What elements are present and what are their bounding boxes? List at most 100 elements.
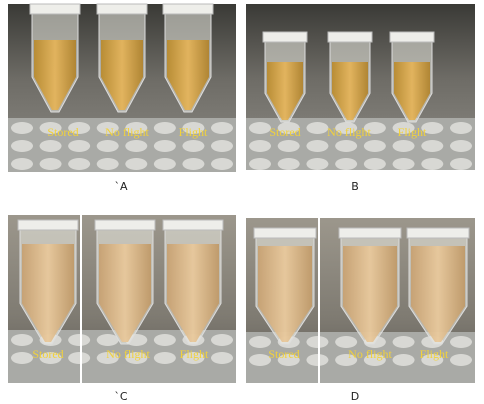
tube-label: Stored bbox=[47, 125, 78, 139]
tube-label: Flight bbox=[180, 347, 209, 361]
tube-cap bbox=[94, 219, 156, 231]
rack-hole bbox=[421, 140, 444, 152]
rack-hole bbox=[39, 140, 62, 152]
rack-hole bbox=[153, 140, 176, 152]
rack-hole bbox=[11, 352, 33, 364]
rack-hole bbox=[182, 122, 205, 134]
rack-hole bbox=[392, 122, 415, 134]
photo-divider bbox=[318, 218, 320, 383]
liquid bbox=[101, 40, 143, 110]
rack-hole bbox=[363, 122, 386, 134]
rack-hole bbox=[306, 140, 329, 152]
rack-hole bbox=[11, 334, 33, 346]
liquid bbox=[411, 246, 465, 342]
rack-hole bbox=[306, 336, 329, 348]
rack-hole bbox=[249, 122, 271, 134]
photos bbox=[8, 3, 475, 383]
tube-label: Flight bbox=[179, 125, 208, 139]
tube-label: Stored bbox=[269, 125, 300, 139]
liquid bbox=[258, 246, 312, 342]
rack-hole bbox=[277, 140, 300, 152]
panel-caption: `A bbox=[114, 180, 128, 193]
rack-hole bbox=[153, 352, 176, 364]
tube-cap bbox=[253, 227, 317, 239]
liquid bbox=[34, 40, 76, 110]
liquid bbox=[99, 244, 151, 342]
rack-hole bbox=[39, 122, 62, 134]
rack-hole bbox=[277, 354, 300, 366]
panel-caption: `C bbox=[114, 390, 128, 403]
tube-label: No flight bbox=[348, 347, 392, 361]
rack-hole bbox=[68, 352, 91, 364]
rack-hole bbox=[211, 352, 233, 364]
rack-hole bbox=[249, 354, 271, 366]
rack-hole bbox=[11, 122, 33, 134]
rack-hole bbox=[125, 140, 148, 152]
rack-hole bbox=[421, 354, 444, 366]
tube-cap bbox=[406, 227, 470, 239]
rack-hole bbox=[125, 352, 148, 364]
rack-hole bbox=[277, 158, 300, 170]
rack-hole bbox=[306, 354, 329, 366]
liquid bbox=[394, 62, 430, 120]
rack-hole bbox=[68, 122, 91, 134]
rack-hole bbox=[182, 352, 205, 364]
rack-hole bbox=[182, 140, 205, 152]
rack-hole bbox=[96, 122, 119, 134]
rack-hole bbox=[450, 122, 472, 134]
tube-cap bbox=[262, 31, 308, 43]
panel-b-labels: Stored No flight Flight B bbox=[269, 125, 427, 193]
rack-hole bbox=[335, 158, 358, 170]
panel-caption: D bbox=[351, 390, 359, 403]
rack-hole bbox=[125, 122, 148, 134]
tube-label: No flight bbox=[105, 125, 149, 139]
rack-hole bbox=[153, 122, 176, 134]
rack-hole bbox=[11, 140, 33, 152]
rack-hole bbox=[11, 158, 33, 170]
panel-c-labels: Stored No flight Flight `C bbox=[32, 347, 209, 403]
rack-hole bbox=[96, 158, 119, 170]
rack-hole bbox=[211, 122, 233, 134]
tube-cap bbox=[29, 3, 81, 15]
rack-hole bbox=[125, 158, 148, 170]
rack-hole bbox=[96, 334, 119, 346]
tube-cap bbox=[96, 3, 148, 15]
rack-hole bbox=[211, 334, 233, 346]
rack-hole bbox=[363, 140, 386, 152]
rack-hole bbox=[421, 158, 444, 170]
rack-hole bbox=[68, 140, 91, 152]
tube-label: No flight bbox=[106, 347, 150, 361]
rack-hole bbox=[392, 354, 415, 366]
rack-hole bbox=[306, 122, 329, 134]
panel-d-labels: Stored No flight Flight D bbox=[268, 347, 449, 403]
rack-hole bbox=[450, 140, 472, 152]
tube-cap bbox=[162, 219, 224, 231]
rack-hole bbox=[68, 334, 91, 346]
tube-cap bbox=[17, 219, 79, 231]
rack-hole bbox=[39, 352, 62, 364]
rack-hole bbox=[306, 158, 329, 170]
rack-hole bbox=[335, 336, 358, 348]
rack-hole bbox=[450, 336, 472, 348]
panel-a-labels: Stored No flight Flight `A bbox=[47, 125, 208, 193]
rack-hole bbox=[335, 354, 358, 366]
rack-hole bbox=[182, 158, 205, 170]
panel-caption: B bbox=[351, 180, 359, 193]
rack-hole bbox=[39, 158, 62, 170]
liquid bbox=[167, 244, 219, 342]
rack-hole bbox=[211, 140, 233, 152]
rack-hole bbox=[211, 158, 233, 170]
rack-hole bbox=[96, 352, 119, 364]
photo-divider bbox=[80, 215, 82, 383]
rack-hole bbox=[392, 140, 415, 152]
rack-hole bbox=[363, 158, 386, 170]
rack-hole bbox=[249, 336, 271, 348]
tube-cap bbox=[338, 227, 402, 239]
liquid bbox=[332, 62, 368, 120]
tube-label: No flight bbox=[327, 125, 371, 139]
rack-hole bbox=[421, 122, 444, 134]
rack-hole bbox=[392, 336, 415, 348]
rack-hole bbox=[335, 140, 358, 152]
